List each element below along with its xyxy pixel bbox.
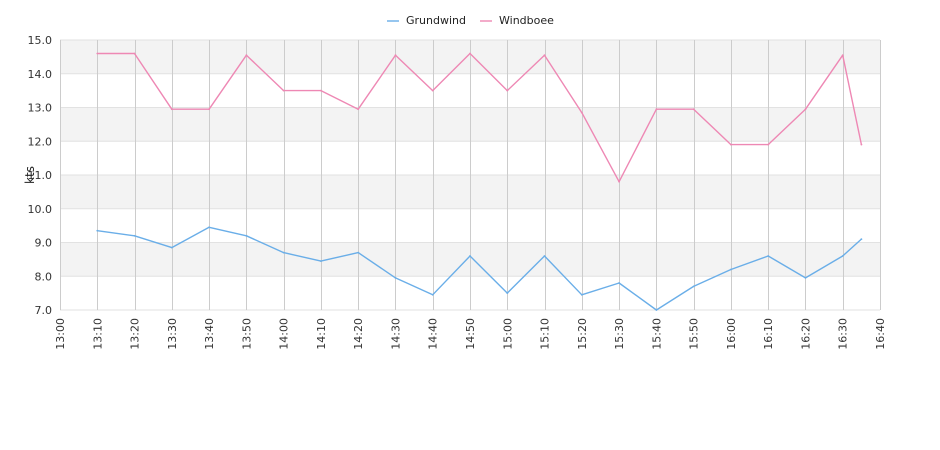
x-tick-label: 13:30 xyxy=(166,318,179,350)
x-tick-label: 13:50 xyxy=(240,318,253,350)
data-point-grundwind xyxy=(357,251,360,254)
data-point-windboee xyxy=(655,108,658,111)
series-line-grundwind xyxy=(97,226,862,311)
data-point-grundwind xyxy=(96,229,99,232)
data-point-windboee xyxy=(282,89,285,92)
data-point-windboee xyxy=(96,52,99,55)
x-tick-label: 14:40 xyxy=(427,318,440,350)
legend: Grundwind Windboee xyxy=(387,14,554,27)
data-point-windboee xyxy=(245,54,248,57)
data-point-grundwind xyxy=(394,277,397,279)
data-point-windboee xyxy=(431,89,434,92)
y-tick-label: 15.0 xyxy=(28,34,53,47)
data-point-grundwind xyxy=(730,268,732,271)
data-point-grundwind xyxy=(655,309,658,311)
y-tick-label: 8.0 xyxy=(35,270,53,283)
data-point-grundwind xyxy=(580,293,583,296)
x-tick-label: 15:10 xyxy=(539,318,552,350)
data-point-windboee xyxy=(320,89,322,92)
y-tick-label: 14.0 xyxy=(28,68,53,81)
x-tick-label: 14:20 xyxy=(352,318,365,350)
x-tick-label: 14:10 xyxy=(315,318,328,350)
data-point-grundwind xyxy=(618,282,620,284)
x-tick-label: 14:00 xyxy=(278,318,291,350)
x-tick-label: 13:00 xyxy=(54,318,67,350)
data-point-grundwind xyxy=(804,277,807,279)
data-point-grundwind xyxy=(692,285,695,288)
data-point-windboee xyxy=(692,108,695,111)
data-point-windboee xyxy=(133,52,136,55)
x-tick-label: 16:20 xyxy=(799,318,812,350)
data-point-windboee xyxy=(506,89,509,92)
data-point-windboee xyxy=(618,180,620,183)
x-tick-label: 15:00 xyxy=(501,318,514,350)
x-tick-label: 14:30 xyxy=(389,318,402,350)
y-tick-label: 11.0 xyxy=(28,169,53,182)
data-point-grundwind xyxy=(282,251,285,254)
data-point-grundwind xyxy=(767,255,770,257)
y-tick-label: 13.0 xyxy=(28,102,53,115)
x-tick-label: 16:10 xyxy=(762,318,775,350)
x-tick-label: 14:50 xyxy=(464,318,477,350)
legend-label-windboee: Windboee xyxy=(499,14,554,27)
y-axis-ticks: 7.0 8.0 9.0 10.0 11.0 12.0 13.0 14.0 15.0 xyxy=(28,34,53,317)
data-point-grundwind xyxy=(133,234,136,237)
y-tick-label: 9.0 xyxy=(35,237,53,250)
series-line-windboee xyxy=(97,52,863,183)
x-tick-label: 16:00 xyxy=(725,318,738,350)
y-tick-label: 10.0 xyxy=(28,203,53,216)
data-point-windboee xyxy=(580,111,583,114)
data-point-windboee xyxy=(767,143,770,146)
data-point-windboee xyxy=(804,108,807,111)
x-tick-label: 13:10 xyxy=(91,318,104,350)
data-point-grundwind xyxy=(506,292,509,294)
data-point-grundwind xyxy=(170,246,173,249)
data-point-windboee xyxy=(841,54,844,57)
data-point-windboee xyxy=(170,108,173,111)
x-tick-label: 15:30 xyxy=(613,318,626,350)
x-tick-label: 15:40 xyxy=(650,318,663,350)
data-point-windboee xyxy=(357,108,360,111)
series-layer xyxy=(96,52,863,311)
y-tick-label: 12.0 xyxy=(28,135,53,148)
data-point-windboee xyxy=(730,143,732,146)
x-tick-label: 16:40 xyxy=(874,318,887,350)
data-point-windboee xyxy=(469,52,471,55)
data-point-grundwind xyxy=(860,238,863,241)
x-tick-label: 13:20 xyxy=(129,318,142,350)
data-point-grundwind xyxy=(431,293,434,296)
x-tick-label: 16:30 xyxy=(837,318,850,350)
data-point-windboee xyxy=(208,108,211,111)
data-point-windboee xyxy=(394,54,397,57)
x-axis-ticks: 13:00 13:10 13:20 13:30 13:40 13:50 14:00 14:10… xyxy=(54,318,887,350)
data-point-windboee xyxy=(860,143,863,146)
data-point-grundwind xyxy=(841,255,844,257)
x-tick-label: 13:40 xyxy=(203,318,216,350)
data-point-grundwind xyxy=(245,234,248,237)
legend-label-grundwind: Grundwind xyxy=(406,14,466,27)
y-axis-title: kts xyxy=(23,166,37,184)
x-tick-label: 15:20 xyxy=(576,318,589,350)
x-tick-label: 15:50 xyxy=(688,318,701,350)
vertical-gridlines xyxy=(60,40,881,310)
data-point-grundwind xyxy=(469,255,471,257)
data-point-windboee xyxy=(543,54,546,57)
data-point-grundwind xyxy=(320,260,322,262)
data-point-grundwind xyxy=(208,226,211,229)
y-tick-label: 7.0 xyxy=(35,304,53,317)
data-point-grundwind xyxy=(543,255,546,257)
